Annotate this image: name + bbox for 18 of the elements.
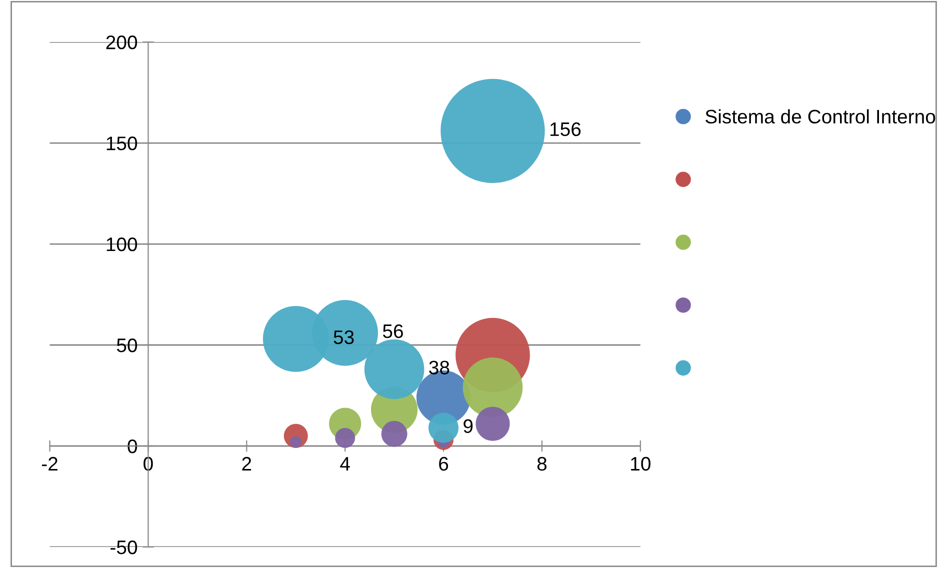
y-tick-label: -50 (110, 540, 138, 554)
data-label: 56 (382, 324, 403, 338)
y-tick-label: 150 (106, 136, 138, 150)
data-label: 53 (334, 330, 354, 344)
legend-label: Sistema de Control Interno (706, 109, 936, 124)
x-tick-label: 2 (242, 456, 252, 470)
x-tick-label: 0 (144, 456, 153, 471)
x-tick-label: 6 (439, 456, 448, 471)
data-label: 38 (429, 360, 450, 374)
y-tick-label: 200 (106, 36, 138, 50)
data-label: 156 (550, 122, 581, 136)
y-tick-label: 50 (116, 338, 138, 352)
x-tick-label: 10 (631, 456, 650, 471)
data-label: 9 (464, 419, 473, 434)
x-tick-label: 8 (537, 456, 547, 471)
x-tick-label: 4 (340, 457, 350, 470)
y-tick-label: 100 (106, 237, 138, 252)
x-tick-label: -2 (42, 456, 58, 470)
